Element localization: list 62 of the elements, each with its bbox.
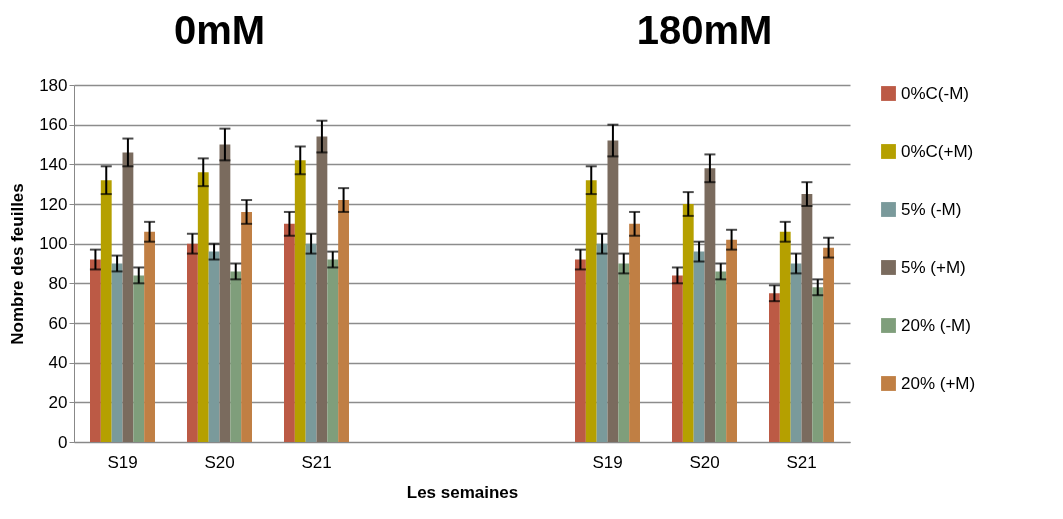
bar <box>219 144 231 442</box>
legend-label: 5% (-M) <box>901 199 962 219</box>
x-tick-label: S19 <box>107 452 138 472</box>
bar <box>327 259 339 442</box>
x-tick-label: S21 <box>786 452 817 472</box>
legend-label: 0%C(-M) <box>901 83 969 103</box>
bar <box>305 243 317 442</box>
x-tick-label: S20 <box>689 452 720 472</box>
y-tick-label: 60 <box>48 313 68 333</box>
text: 180mM <box>636 8 773 52</box>
bar <box>823 247 834 442</box>
bar <box>618 263 630 442</box>
text: 0mM <box>173 8 266 52</box>
bar <box>769 293 780 442</box>
legend-label: 0%C(+M) <box>901 141 974 161</box>
bar <box>575 259 586 442</box>
bar <box>779 231 791 442</box>
y-tick-label: 100 <box>39 234 68 254</box>
bar <box>294 160 306 442</box>
bar <box>316 136 328 442</box>
x-tick-label: S20 <box>204 452 235 472</box>
bar <box>693 251 705 442</box>
bar <box>187 243 198 442</box>
y-tick-label: 40 <box>48 353 68 373</box>
y-tick-label: 0 <box>58 432 68 452</box>
bar <box>133 275 145 442</box>
bar <box>629 223 640 442</box>
bar <box>790 263 802 442</box>
x-tick-label: S21 <box>301 452 332 472</box>
bar <box>100 180 112 442</box>
bar <box>596 243 608 442</box>
y-tick-label: 80 <box>48 273 68 293</box>
y-tick-label: 180 <box>39 75 68 95</box>
bar <box>111 263 123 442</box>
legend-label: 20% (+M) <box>901 373 976 393</box>
y-axis-title: Nombre des feuilles <box>8 183 28 345</box>
bar <box>672 275 683 442</box>
bar <box>197 172 209 442</box>
bar <box>715 271 727 442</box>
legend-label: 5% (+M) <box>901 257 966 277</box>
x-axis-title: Les semaines <box>406 482 519 502</box>
bar <box>241 211 252 442</box>
bar <box>284 223 295 442</box>
bar <box>90 259 101 442</box>
bar <box>812 287 824 442</box>
y-tick-label: 160 <box>39 115 68 135</box>
y-tick-label: 140 <box>39 154 68 174</box>
bar <box>726 239 737 442</box>
bar <box>208 251 220 442</box>
bar <box>230 271 242 442</box>
bar <box>144 231 155 442</box>
bar <box>122 152 134 442</box>
x-tick-label: S19 <box>592 452 623 472</box>
bar <box>704 168 716 442</box>
legend-label: 20% (-M) <box>901 315 971 335</box>
y-tick-label: 120 <box>39 194 68 214</box>
bar <box>607 140 619 442</box>
bar <box>801 194 813 442</box>
bar <box>338 200 349 442</box>
y-tick-label: 20 <box>48 392 68 412</box>
bar <box>682 204 694 442</box>
bar <box>585 180 597 442</box>
